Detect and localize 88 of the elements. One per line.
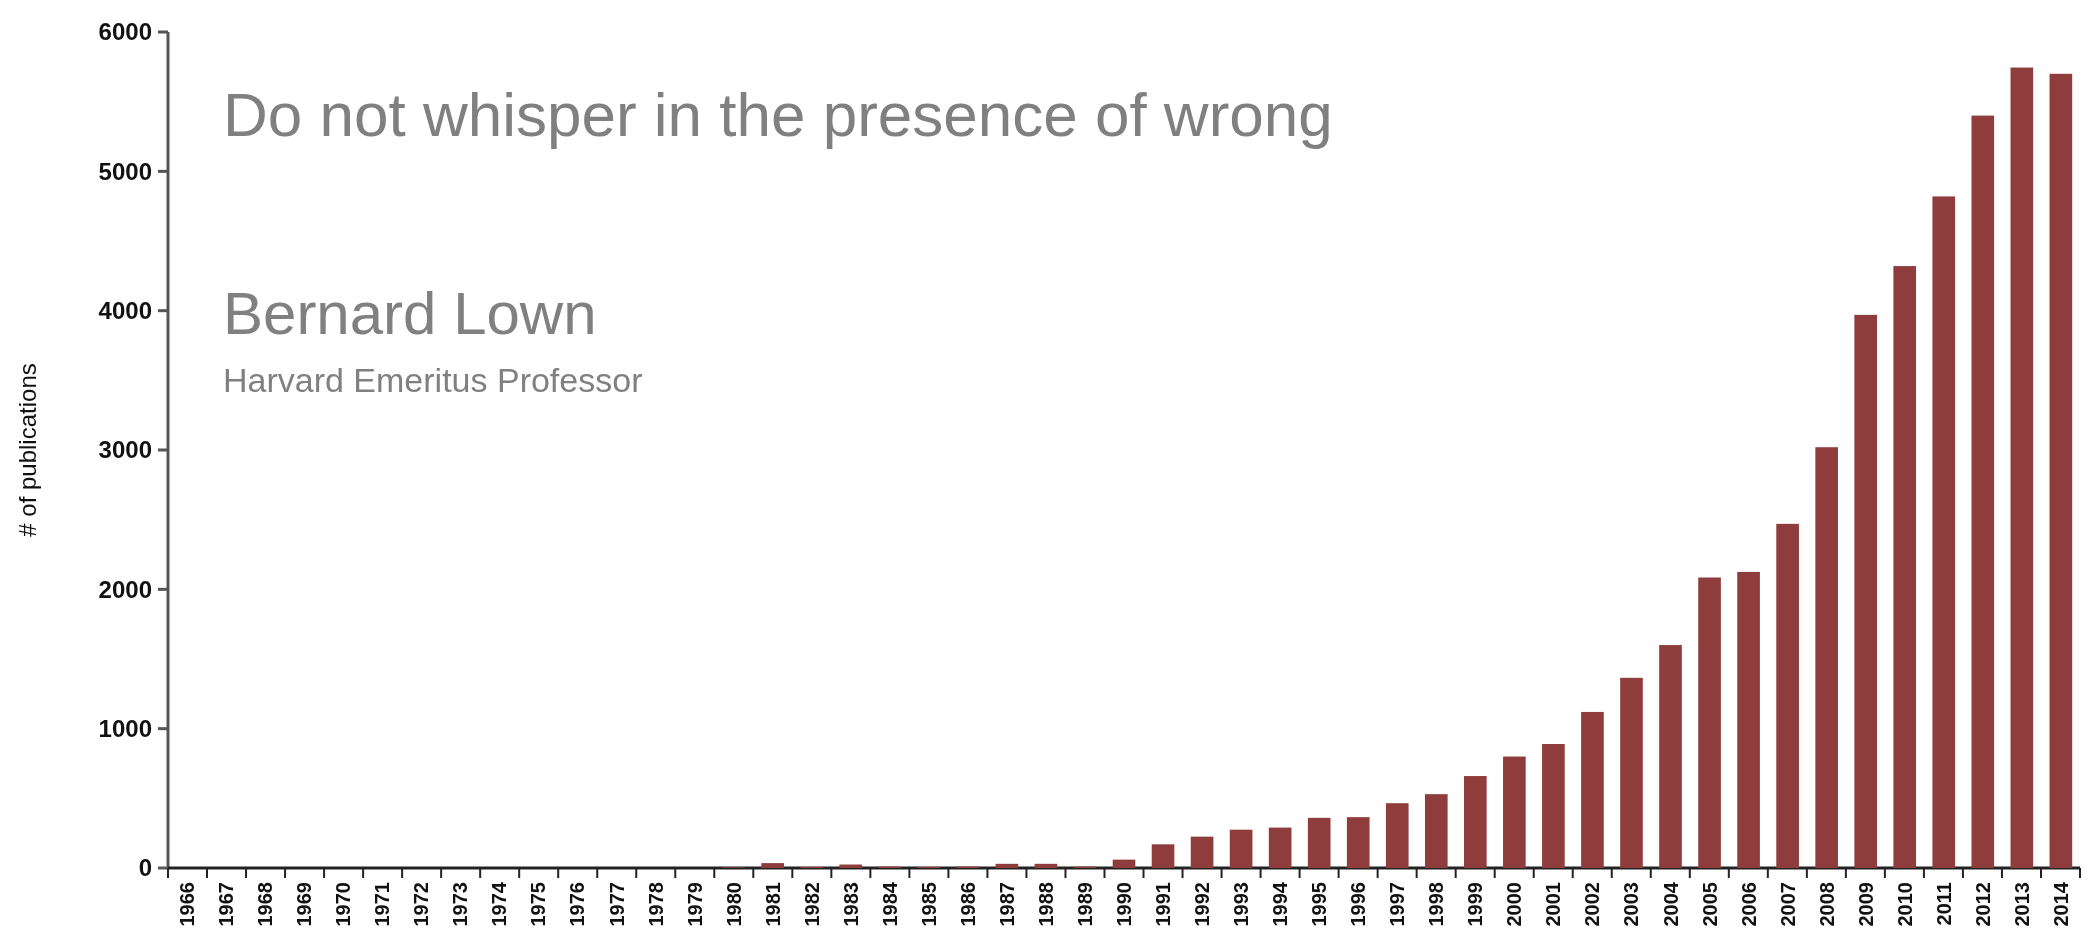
bar (2049, 73, 2073, 868)
y-axis-title: # of publications (14, 363, 41, 537)
x-tick-label: 2013 (2010, 882, 2033, 927)
x-tick-label: 1997 (1386, 882, 1409, 927)
x-tick-label: 2002 (1581, 882, 1604, 927)
bar (1971, 115, 1995, 868)
y-tick-label: 4000 (98, 297, 152, 325)
y-tick-label: 5000 (98, 157, 152, 185)
x-tick-label: 1977 (605, 882, 628, 927)
x-tick-label: 1978 (644, 882, 667, 927)
x-tick-label: 1996 (1347, 882, 1370, 927)
x-tick-label: 1998 (1425, 882, 1448, 927)
x-tick-label: 2006 (1737, 882, 1760, 927)
bar (1151, 844, 1175, 868)
x-tick-label: 1984 (878, 881, 901, 927)
x-tick-label: 1987 (995, 882, 1018, 927)
bar (1620, 677, 1643, 868)
x-tick-label: 2010 (1893, 882, 1916, 927)
annotation: Harvard Emeritus Professor (223, 361, 643, 399)
x-tick-label: 1974 (488, 881, 511, 927)
x-tick-label: 1968 (254, 882, 277, 927)
bar (1424, 794, 1448, 868)
bar (1307, 817, 1331, 868)
bar (1542, 743, 1565, 868)
x-tick-label: 1982 (800, 882, 823, 927)
x-tick-label: 1989 (1073, 882, 1096, 927)
x-tick-label: 2000 (1503, 882, 1526, 927)
bar (2010, 67, 2034, 868)
x-tick-label: 2012 (1971, 882, 1994, 927)
x-tick-label: 1999 (1464, 882, 1487, 927)
x-tick-label: 1986 (956, 882, 979, 927)
bar (1659, 645, 1682, 868)
x-tick-label: 1972 (410, 882, 433, 927)
x-tick-label: 1966 (176, 882, 199, 927)
x-tick-label: 2009 (1854, 882, 1877, 927)
x-tick-label: 1994 (1269, 881, 1292, 927)
bar (995, 863, 1019, 868)
x-tick-label: 1969 (293, 882, 316, 927)
x-tick-label: 1990 (1113, 882, 1135, 927)
x-tick-label: 2001 (1542, 882, 1565, 927)
x-tick-label: 1971 (371, 882, 394, 927)
x-tick-label: 1967 (215, 882, 238, 927)
x-tick-label: 1995 (1308, 882, 1331, 927)
bar (1112, 859, 1136, 868)
x-tick-label: 1975 (527, 882, 550, 927)
x-tick-label: 2005 (1698, 882, 1721, 927)
x-tick-label: 1985 (917, 882, 940, 927)
bar (1503, 756, 1526, 868)
x-tick-label: 1991 (1152, 882, 1175, 927)
x-tick-label: 1988 (1034, 882, 1057, 927)
x-tick-label: 1970 (332, 882, 355, 927)
x-tick-label: 1983 (839, 882, 862, 927)
x-tick-label: 1992 (1191, 882, 1214, 927)
bar (1034, 863, 1058, 868)
y-tick-label: 2000 (98, 575, 152, 603)
x-tick-label: 1980 (722, 882, 745, 927)
x-tick-label: 2008 (1815, 882, 1838, 927)
bar (1854, 314, 1878, 868)
bar (1698, 577, 1721, 868)
x-tick-label: 2003 (1620, 882, 1643, 927)
bar (1776, 523, 1799, 868)
bar (1815, 447, 1838, 868)
x-tick-label: 2014 (2049, 881, 2072, 927)
bar (1581, 711, 1604, 868)
text: Do not whisper in the presence of wrong (223, 80, 1333, 149)
bar (1346, 817, 1370, 868)
bar (1229, 829, 1253, 868)
x-tick-label: 2004 (1659, 881, 1682, 927)
bar (1268, 827, 1292, 868)
x-tick-label: 1981 (761, 882, 784, 927)
y-tick-label: 3000 (98, 436, 152, 464)
x-tick-label: 2011 (1932, 882, 1955, 926)
bar (1893, 266, 1917, 868)
y-tick-label: 6000 (98, 18, 152, 46)
bar (761, 863, 784, 868)
x-tick-label: 1976 (566, 882, 589, 927)
bar (1737, 571, 1760, 868)
y-tick-label: 0 (138, 854, 152, 882)
x-tick-label: 2007 (1776, 882, 1799, 927)
x-tick-label: 1993 (1230, 882, 1253, 927)
bar (1464, 776, 1487, 868)
bar (1385, 803, 1409, 868)
bar (1190, 836, 1214, 868)
y-tick-label: 1000 (98, 715, 152, 743)
bar (1932, 196, 1956, 868)
x-tick-label: 1979 (683, 882, 706, 927)
x-tick-label: 1973 (449, 882, 472, 927)
annotation: Bernard Lown (223, 280, 597, 347)
